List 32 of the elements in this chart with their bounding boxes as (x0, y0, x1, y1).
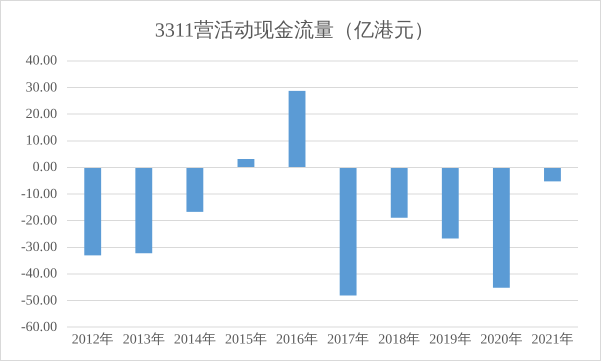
x-tick-label: 2018年 (378, 331, 420, 348)
bar (135, 168, 152, 254)
y-tick-label: -10.00 (20, 186, 58, 202)
y-tick-label: 40.00 (26, 54, 58, 69)
x-tick-label: 2019年 (429, 331, 472, 348)
bar (544, 168, 561, 182)
bar (492, 168, 510, 288)
bar (442, 168, 459, 239)
x-tick-label: 2016年 (276, 331, 318, 348)
x-tick-label: 2021年 (531, 331, 574, 348)
y-tick-label: 10.00 (26, 134, 58, 149)
y-tick-label: 0.00 (32, 160, 58, 176)
y-tick-label: -40.00 (20, 266, 58, 282)
x-tick-label: 2012年 (72, 331, 114, 348)
x-tick-label: 2014年 (174, 331, 216, 348)
y-tick-label: -30.00 (20, 240, 58, 256)
x-tick-label: 2017年 (327, 331, 370, 348)
y-tick-label: -20.00 (20, 213, 58, 228)
y-tick-label: -50.00 (20, 293, 58, 308)
y-tick-label: 30.00 (26, 80, 58, 96)
bar (186, 168, 204, 212)
bar (390, 168, 408, 218)
bar (340, 168, 357, 296)
bar (288, 90, 306, 167)
bar (238, 158, 254, 167)
x-tick-label: 2013年 (122, 331, 165, 348)
bar (84, 168, 102, 256)
x-tick-label: 2020年 (480, 331, 522, 348)
y-tick-label: 20.00 (26, 106, 58, 122)
chart-title: 3311营活动现金流量（亿港元） (154, 19, 434, 42)
x-tick-label: 2015年 (224, 331, 267, 348)
y-tick-label: -60.00 (20, 320, 58, 335)
